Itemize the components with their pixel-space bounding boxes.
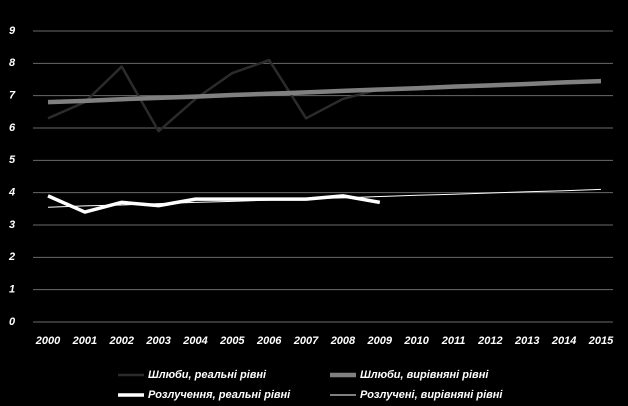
x-tick-label: 2002 — [108, 335, 133, 347]
x-tick-label: 2007 — [293, 335, 319, 347]
x-tick-label: 2015 — [588, 335, 614, 347]
legend-label: Шлюби, реальні рівні — [148, 369, 267, 381]
y-tick-label: 0 — [9, 316, 16, 328]
y-tick-label: 5 — [9, 154, 16, 166]
legend-label: Шлюби, вирівняні рівні — [360, 369, 489, 381]
series-line — [47, 78, 602, 105]
legend-label: Розлучення, реальні рівні — [148, 389, 291, 401]
series-line — [47, 188, 602, 208]
x-tick-label: 2008 — [330, 335, 356, 347]
series-line — [47, 194, 381, 214]
x-tick-label: 2005 — [219, 335, 245, 347]
x-tick-label: 2001 — [72, 335, 97, 347]
y-tick-label: 9 — [9, 25, 16, 37]
x-tick-label: 2014 — [551, 335, 576, 347]
x-tick-label: 2000 — [35, 335, 61, 347]
x-tick-label: 2003 — [145, 335, 170, 347]
y-tick-label: 3 — [9, 219, 15, 231]
y-tick-label: 7 — [9, 90, 16, 102]
x-tick-label: 2006 — [256, 335, 282, 347]
y-tick-label: 4 — [8, 187, 15, 199]
y-tick-label: 2 — [8, 251, 15, 263]
x-tick-label: 2009 — [367, 335, 393, 347]
y-tick-label: 6 — [9, 122, 16, 134]
y-tick-label: 8 — [9, 57, 16, 69]
x-tick-label: 2004 — [182, 335, 207, 347]
x-tick-label: 2013 — [514, 335, 539, 347]
x-tick-label: 2011 — [441, 335, 466, 347]
series-line — [47, 58, 381, 133]
y-tick-label: 1 — [9, 284, 15, 296]
legend-label: Розлучені, вирівняні рівні — [360, 389, 503, 401]
x-tick-label: 2012 — [477, 335, 502, 347]
x-tick-label: 2010 — [403, 335, 429, 347]
